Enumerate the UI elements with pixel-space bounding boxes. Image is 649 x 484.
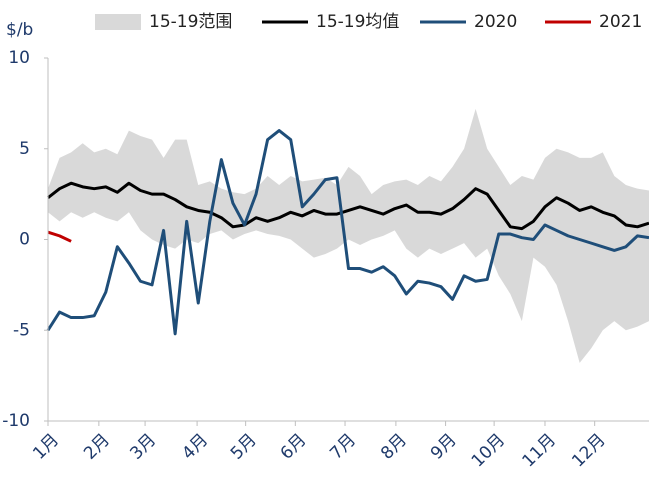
range-band <box>48 108 649 363</box>
x-tick-label: 5月 <box>227 430 261 464</box>
x-tick-label: 1月 <box>29 430 63 464</box>
x-tick-label: 10月 <box>468 430 509 471</box>
legend-label: 2020 <box>474 12 517 32</box>
series-line <box>46 129 649 336</box>
y-tick-label: 0 <box>19 230 30 250</box>
y-tick-label: 5 <box>19 139 30 159</box>
x-tick-label: 11月 <box>519 430 560 471</box>
legend-label: 15-19均值 <box>316 12 399 32</box>
x-tick-label: 3月 <box>126 430 160 464</box>
legend-label: 15-19范围 <box>149 12 232 32</box>
series-line <box>47 181 649 231</box>
x-tick-label: 9月 <box>427 430 461 464</box>
x-tick-label: 4月 <box>178 430 212 464</box>
y-tick-label: 10 <box>8 48 30 68</box>
y-tick-label: -5 <box>13 320 30 340</box>
x-tick-label: 6月 <box>277 430 311 464</box>
series-line <box>47 230 72 243</box>
legend-swatch <box>95 14 141 30</box>
x-tick-label: 12月 <box>568 430 609 471</box>
y-axis-label: $/b <box>6 20 33 40</box>
x-tick-label: 2月 <box>80 430 114 464</box>
x-tick-label: 7月 <box>326 430 360 464</box>
y-tick-label: -10 <box>2 411 30 431</box>
legend-label: 2021 <box>599 12 642 32</box>
x-tick-label: 8月 <box>377 430 411 464</box>
